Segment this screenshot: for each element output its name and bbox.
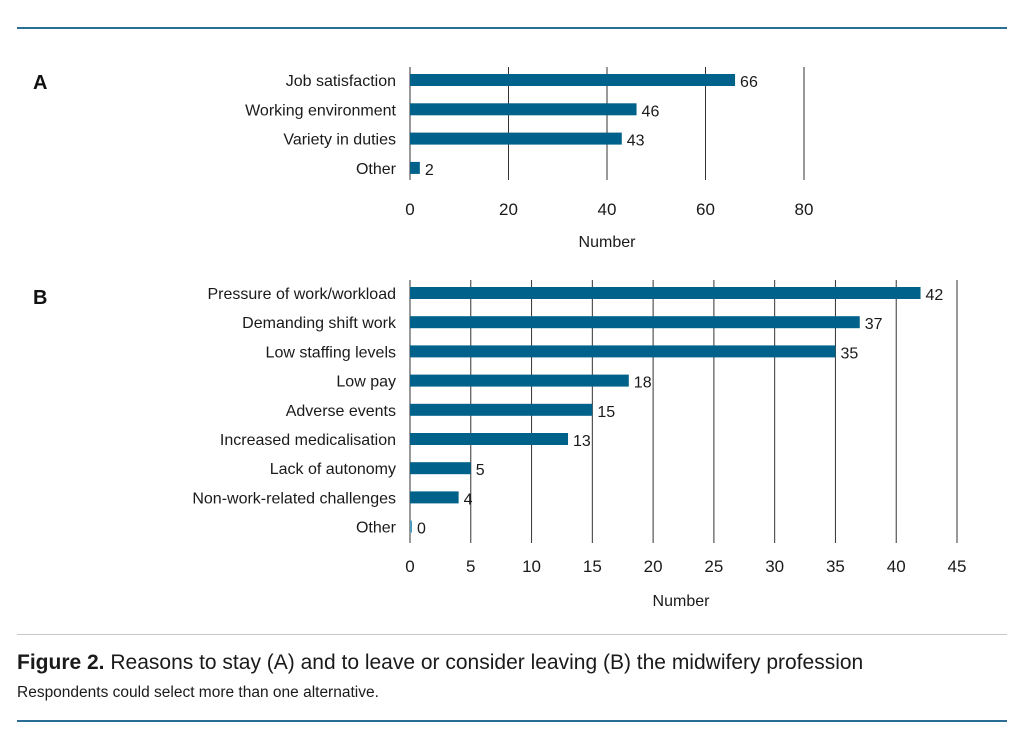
x-axis-title: Number bbox=[653, 593, 711, 610]
bar bbox=[410, 403, 593, 416]
category-label: Non-work-related challenges bbox=[192, 490, 396, 507]
tick-label: 0 bbox=[405, 200, 414, 219]
data-label: 13 bbox=[573, 433, 591, 450]
bar bbox=[410, 74, 736, 86]
tick-label: 20 bbox=[644, 557, 663, 576]
data-label: 46 bbox=[642, 103, 660, 120]
data-label: 43 bbox=[627, 133, 645, 150]
category-label: Variety in duties bbox=[283, 132, 396, 149]
category-label: Lack of autonomy bbox=[270, 461, 396, 478]
bar bbox=[410, 132, 622, 145]
bar bbox=[410, 491, 459, 504]
data-label: 35 bbox=[840, 345, 858, 362]
panel-label-B: B bbox=[33, 287, 47, 309]
figure-label: Figure 2. bbox=[17, 651, 105, 674]
tick-label: 80 bbox=[795, 200, 814, 219]
category-label: Working environment bbox=[245, 102, 396, 119]
data-label: 37 bbox=[865, 316, 883, 333]
category-label: Low staffing levels bbox=[266, 344, 396, 361]
data-label: 15 bbox=[597, 404, 615, 421]
category-label: Adverse events bbox=[286, 403, 396, 420]
data-label: 18 bbox=[634, 375, 652, 392]
bar bbox=[410, 287, 921, 299]
top-rule bbox=[17, 27, 1007, 29]
category-label: Demanding shift work bbox=[242, 315, 397, 332]
category-label: Other bbox=[356, 520, 397, 537]
bottom-rule bbox=[17, 720, 1007, 722]
tick-label: 40 bbox=[887, 557, 906, 576]
figure-title: Reasons to stay (A) and to leave or cons… bbox=[104, 651, 864, 674]
bar bbox=[410, 316, 860, 329]
category-label: Increased medicalisation bbox=[220, 432, 396, 449]
bar bbox=[410, 520, 412, 533]
data-label: 66 bbox=[740, 74, 758, 91]
tick-label: 40 bbox=[598, 200, 617, 219]
data-label: 42 bbox=[926, 287, 944, 304]
tick-label: 0 bbox=[405, 557, 414, 576]
tick-label: 15 bbox=[583, 557, 602, 576]
bar bbox=[410, 433, 569, 445]
bar bbox=[410, 374, 629, 387]
x-axis-title: Number bbox=[579, 234, 637, 251]
bar bbox=[410, 345, 836, 358]
figure-caption: Figure 2. Reasons to stay (A) and to lea… bbox=[17, 651, 863, 675]
data-label: 0 bbox=[417, 521, 426, 538]
tick-label: 30 bbox=[765, 557, 784, 576]
bar bbox=[410, 161, 420, 174]
tick-label: 25 bbox=[704, 557, 723, 576]
bar bbox=[410, 103, 637, 116]
tick-label: 35 bbox=[826, 557, 845, 576]
category-label: Job satisfaction bbox=[286, 73, 396, 90]
caption-divider bbox=[17, 634, 1007, 635]
category-label: Other bbox=[356, 161, 397, 178]
data-label: 5 bbox=[476, 462, 485, 479]
data-label: 4 bbox=[464, 491, 473, 508]
tick-label: 45 bbox=[948, 557, 967, 576]
tick-label: 5 bbox=[466, 557, 475, 576]
tick-label: 10 bbox=[522, 557, 541, 576]
figure-note: Respondents could select more than one a… bbox=[17, 684, 379, 701]
category-label: Low pay bbox=[336, 374, 396, 391]
data-label: 2 bbox=[425, 162, 434, 179]
bar bbox=[410, 462, 471, 475]
tick-label: 60 bbox=[696, 200, 715, 219]
tick-label: 20 bbox=[499, 200, 518, 219]
panel-label-A: A bbox=[33, 72, 47, 94]
category-label: Pressure of work/workload bbox=[207, 286, 396, 303]
